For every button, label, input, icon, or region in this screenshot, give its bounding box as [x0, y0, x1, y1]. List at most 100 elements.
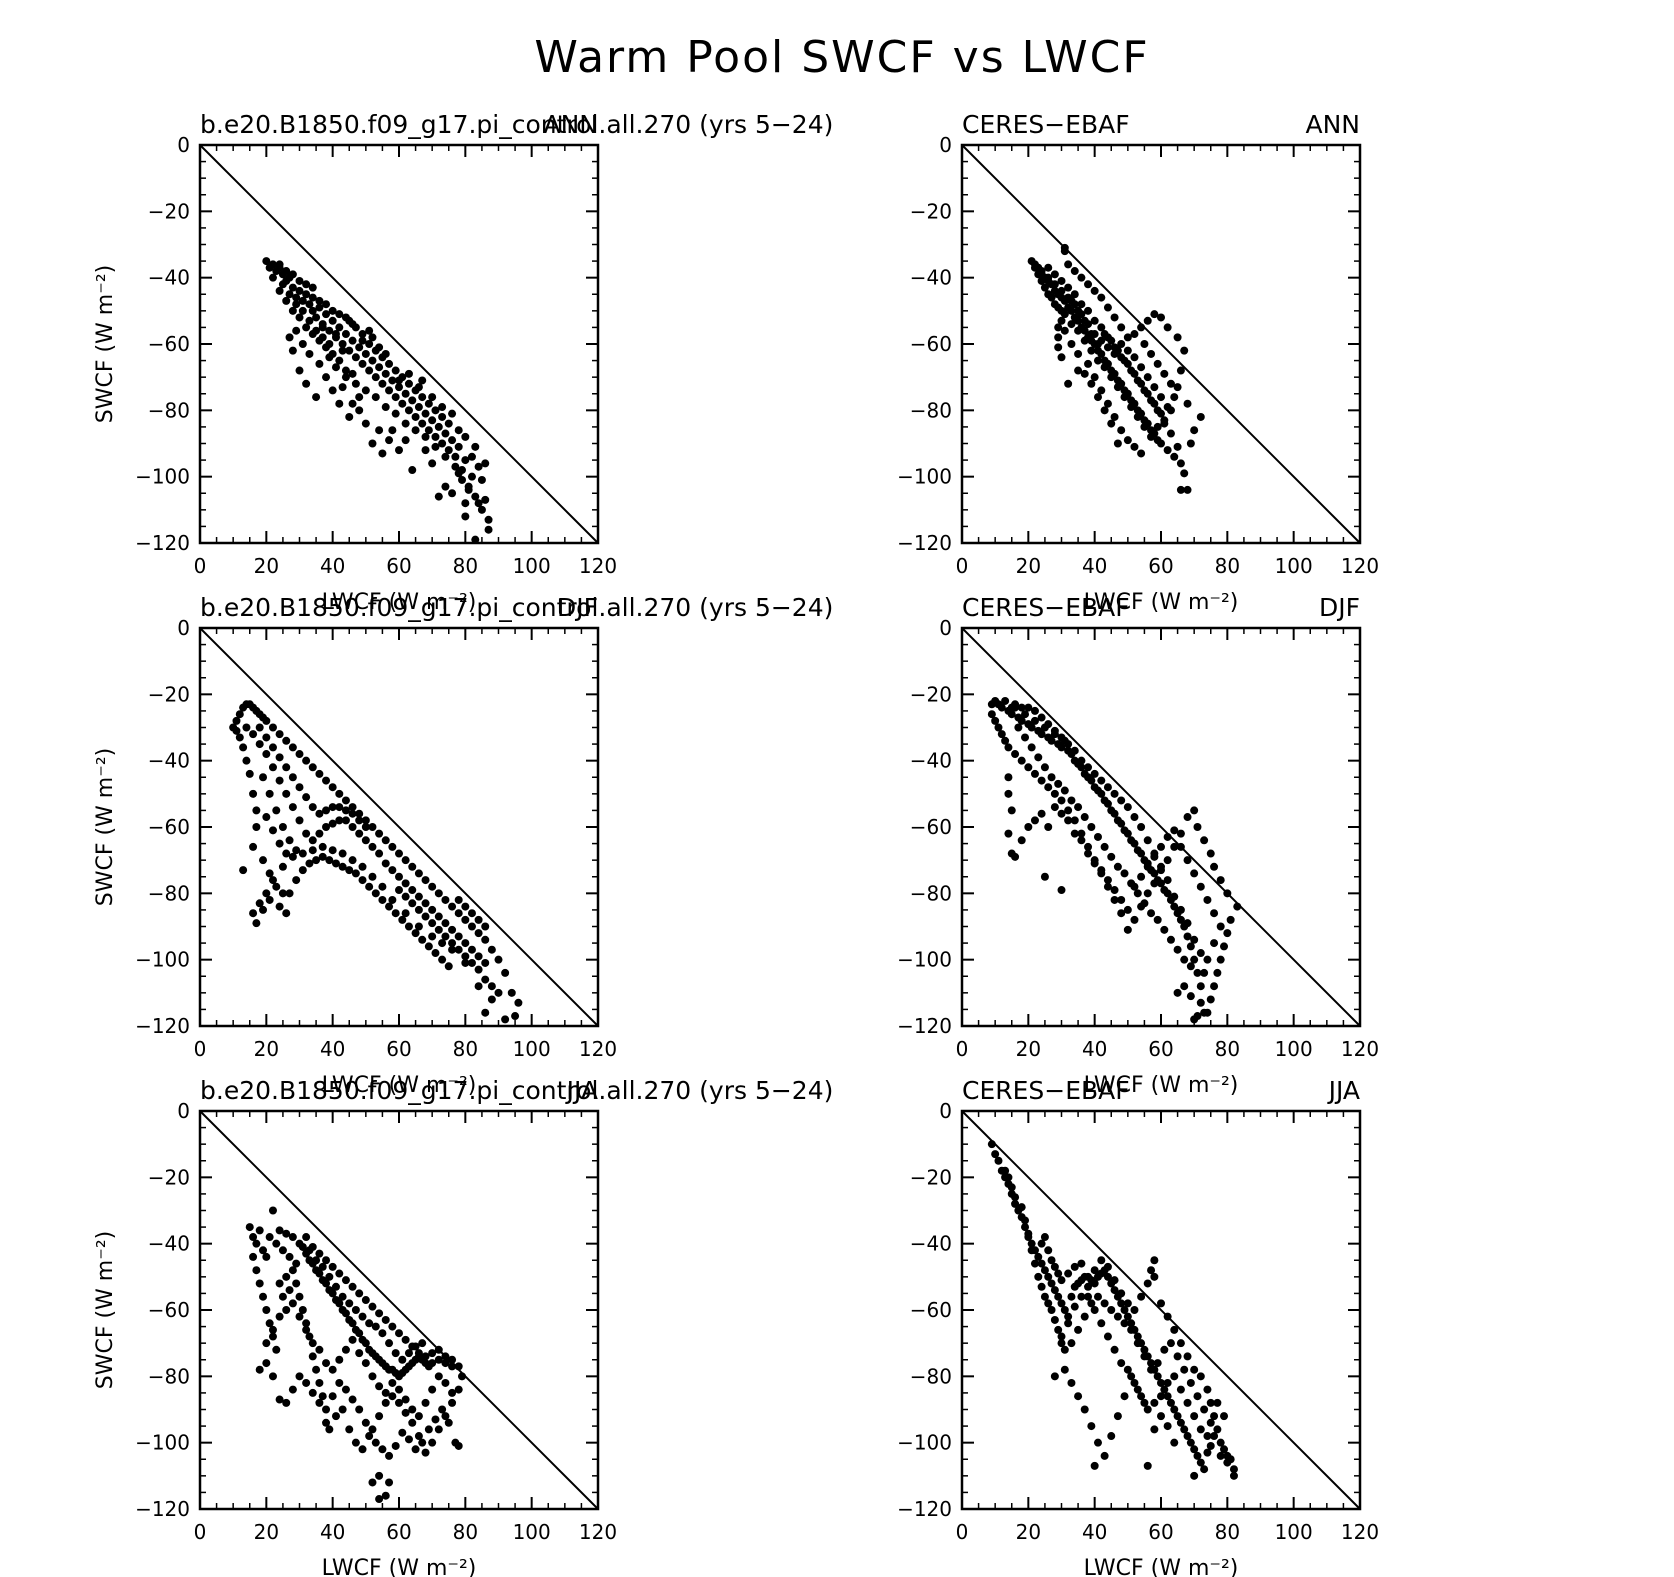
- data-point: [1030, 706, 1039, 715]
- data-point: [351, 379, 360, 388]
- data-point: [305, 859, 314, 868]
- data-point: [1060, 243, 1069, 252]
- data-point: [268, 876, 277, 885]
- data-point: [1084, 280, 1093, 289]
- data-point: [1170, 902, 1179, 911]
- data-point: [1060, 1306, 1069, 1314]
- data-point: [282, 1272, 291, 1281]
- data-point: [1087, 776, 1096, 785]
- data-point: [308, 1352, 317, 1361]
- x-tick-label: 0: [956, 1037, 969, 1061]
- data-point: [441, 1412, 450, 1421]
- data-point: [385, 902, 394, 911]
- data-point: [461, 902, 470, 911]
- data-point: [1183, 399, 1192, 408]
- data-point: [282, 849, 291, 858]
- data-point: [471, 492, 480, 501]
- data-point: [408, 1418, 417, 1427]
- data-point: [345, 346, 354, 355]
- data-point: [1050, 1286, 1059, 1295]
- plot-frame: [960, 1109, 1362, 1511]
- data-point: [355, 1349, 364, 1358]
- data-point: [1180, 1365, 1189, 1374]
- data-point: [1213, 1398, 1222, 1407]
- y-tick-label: −80: [148, 1364, 190, 1388]
- data-point: [1210, 1432, 1219, 1441]
- data-point: [292, 1259, 301, 1268]
- data-point: [288, 1266, 297, 1275]
- data-point: [252, 1239, 261, 1248]
- data-point: [1123, 1299, 1132, 1308]
- data-point: [1090, 373, 1099, 382]
- data-point: [424, 942, 433, 951]
- data-point: [1001, 736, 1010, 745]
- data-point: [1170, 1438, 1179, 1447]
- data-point: [255, 1365, 264, 1374]
- data-point: [408, 1405, 417, 1414]
- data-point: [1017, 1203, 1026, 1212]
- data-point: [1037, 1239, 1046, 1248]
- data-point: [1060, 1345, 1069, 1354]
- data-point: [268, 723, 277, 732]
- data-point: [1080, 326, 1089, 335]
- data-point: [1210, 909, 1219, 918]
- data-point: [335, 356, 344, 365]
- data-point: [448, 436, 457, 445]
- data-point: [278, 1246, 287, 1255]
- data-point: [1027, 1239, 1036, 1248]
- data-point: [365, 366, 374, 375]
- data-point: [1166, 1398, 1175, 1407]
- data-point: [1064, 806, 1073, 815]
- data-point: [1220, 942, 1229, 951]
- data-point: [1120, 1306, 1129, 1314]
- data-point: [345, 866, 354, 875]
- data-point: [1090, 286, 1099, 295]
- data-point: [255, 1226, 264, 1235]
- data-point: [358, 1312, 367, 1321]
- data-point: [448, 1355, 457, 1364]
- data-point: [418, 1438, 427, 1447]
- data-point: [451, 462, 460, 471]
- data-point: [378, 1445, 387, 1454]
- data-point: [1163, 403, 1172, 412]
- data-point: [348, 809, 357, 818]
- data-point: [262, 1339, 271, 1348]
- data-point: [335, 399, 344, 408]
- data-point: [328, 306, 337, 315]
- data-point: [262, 733, 271, 742]
- x-tick-label: 40: [1082, 1520, 1107, 1544]
- data-point: [467, 909, 476, 918]
- data-point: [1140, 340, 1149, 348]
- data-point: [444, 1418, 453, 1427]
- scatter-points: [987, 1140, 1238, 1480]
- data-point: [265, 789, 274, 798]
- data-point: [1176, 905, 1185, 914]
- data-point: [1117, 426, 1126, 435]
- data-point: [404, 1435, 413, 1444]
- data-point: [434, 1372, 443, 1381]
- data-point: [424, 426, 433, 435]
- data-point: [1147, 1359, 1156, 1368]
- x-tick-label: 60: [1148, 554, 1173, 578]
- season-label: ANN: [543, 110, 598, 139]
- data-point: [1110, 1345, 1119, 1354]
- data-point: [1157, 439, 1165, 448]
- data-point: [351, 1306, 360, 1314]
- data-point: [1157, 1378, 1165, 1387]
- data-point: [1087, 1422, 1096, 1431]
- data-point: [1100, 842, 1109, 851]
- x-tick-label: 0: [956, 1520, 969, 1544]
- data-point: [338, 849, 347, 858]
- data-point: [448, 925, 457, 934]
- data-point: [1186, 962, 1195, 971]
- data-point: [1147, 1266, 1156, 1275]
- data-point: [385, 1478, 394, 1487]
- data-point: [1163, 1378, 1172, 1387]
- data-point: [295, 1312, 304, 1321]
- data-point: [444, 962, 453, 971]
- data-point: [1087, 330, 1096, 339]
- data-point: [249, 842, 258, 851]
- data-point: [1157, 1392, 1165, 1401]
- y-tick-label: −120: [135, 531, 190, 555]
- data-point: [371, 373, 380, 382]
